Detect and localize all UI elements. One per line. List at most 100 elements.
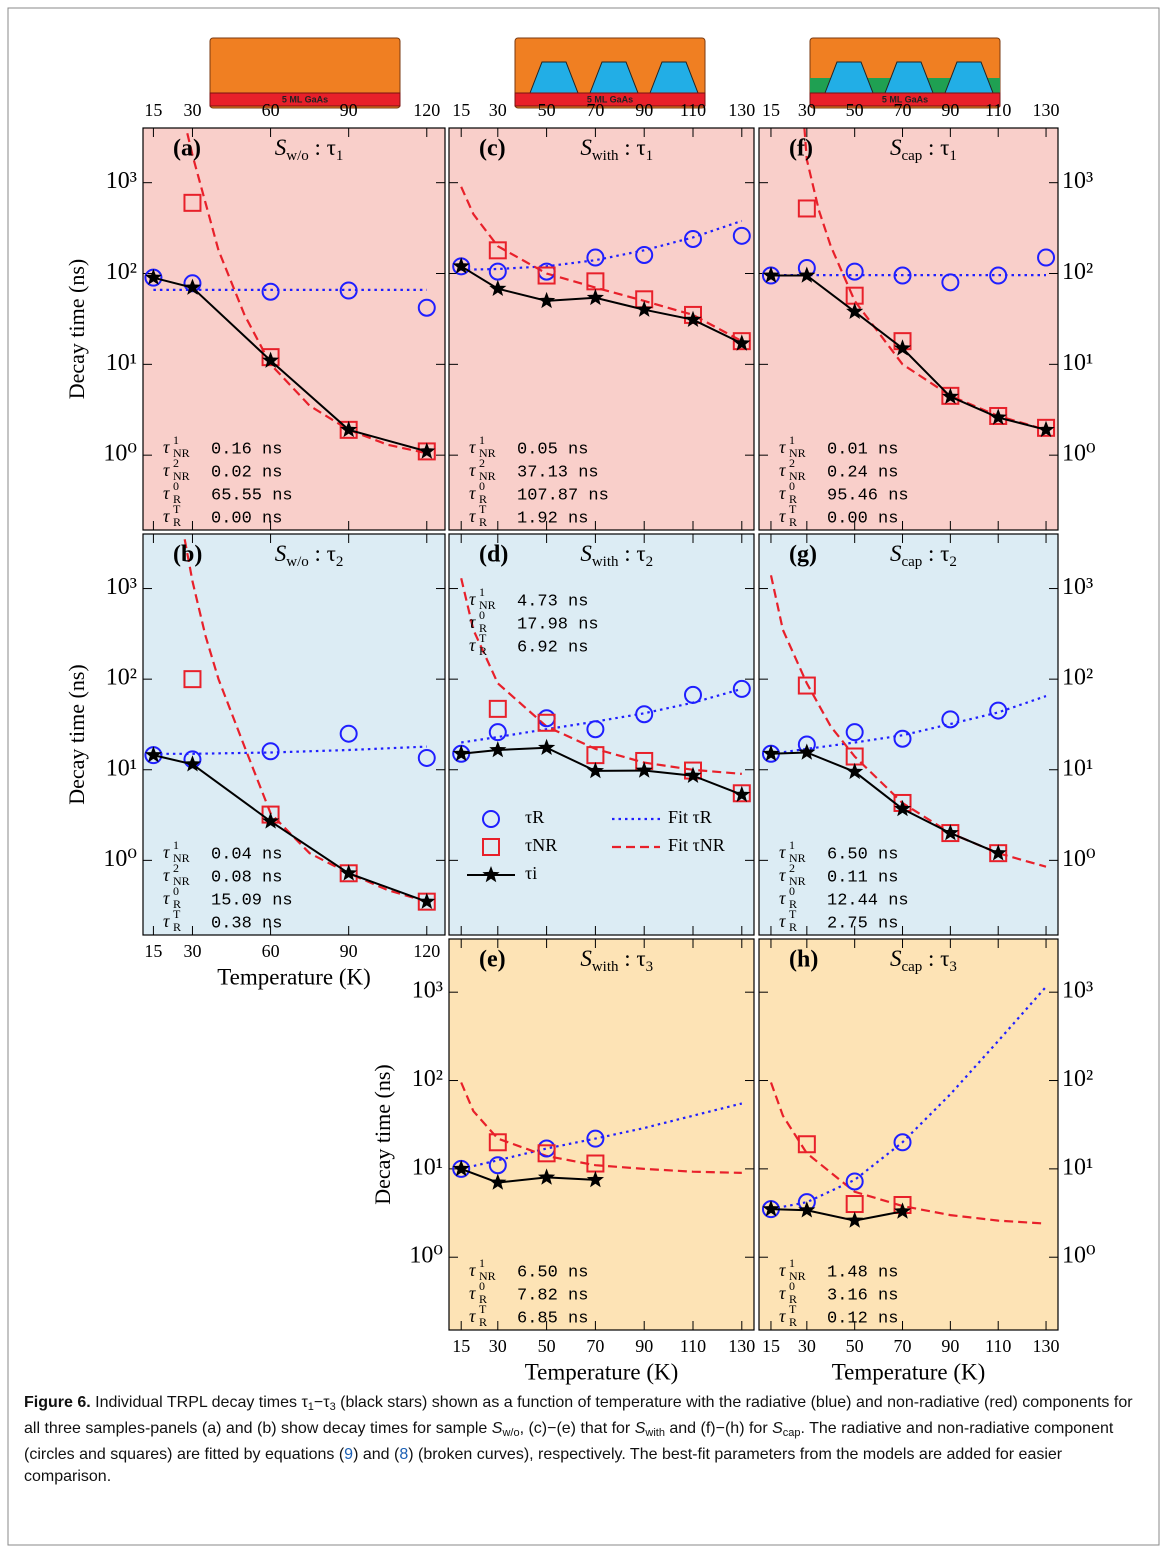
point-square <box>537 266 556 285</box>
series-group <box>144 539 436 911</box>
param-superscript: 1 <box>173 433 179 447</box>
series-line <box>770 1208 903 1222</box>
point-square <box>732 332 751 351</box>
panel-background <box>759 939 1058 1330</box>
param-symbol: τ <box>779 460 786 480</box>
point-star <box>418 892 436 909</box>
legend-label: Fit τR <box>668 807 712 827</box>
param-symbol: τ <box>469 506 476 526</box>
point-star <box>340 864 358 881</box>
title-part: S <box>275 541 287 566</box>
figure-border <box>7 7 1160 1546</box>
title-part: S <box>275 135 287 160</box>
caption-text: ) and ( <box>353 1446 400 1463</box>
point-circle <box>684 229 702 248</box>
point-circle <box>635 705 654 724</box>
param-subscript: R <box>173 515 181 529</box>
param-subscript: NR <box>479 598 496 612</box>
point-circle <box>732 679 751 698</box>
point-circle <box>488 1156 507 1175</box>
point-circle <box>893 1133 912 1152</box>
caption-text: Individual TRPL decay times τ <box>90 1394 308 1411</box>
y-tick-label: 10² <box>106 259 137 285</box>
equation-link[interactable]: 9 <box>344 1446 354 1463</box>
param-superscript: 2 <box>789 456 795 470</box>
panel-label: (e) <box>479 947 506 973</box>
caption-text: , (c)−(e) that for <box>519 1420 635 1437</box>
panel-background <box>449 128 754 530</box>
caption-text: . The radiative and non-radiative compon… <box>24 1420 1114 1463</box>
x-tick-label: 15 <box>452 100 470 120</box>
fit-curve <box>803 128 1047 431</box>
caption-text: 1 <box>307 1401 314 1413</box>
param-value: 37.13 ns <box>517 463 599 482</box>
title-part: 1 <box>949 148 957 164</box>
point-star <box>798 266 816 283</box>
param-subscript: NR <box>789 851 806 865</box>
point-circle <box>482 810 500 828</box>
y-axis-label: Decay time (ns) <box>64 259 89 400</box>
param-symbol: τ <box>163 506 170 526</box>
param-superscript: 2 <box>173 456 179 470</box>
param-subscript: NR <box>173 874 190 888</box>
param-subscript: R <box>173 492 181 506</box>
param-subscript: NR <box>789 874 806 888</box>
param-superscript: T <box>479 502 487 516</box>
fit-curve <box>460 1102 743 1170</box>
param-subscript: NR <box>479 1269 496 1283</box>
param-value: 65.55 ns <box>211 486 293 505</box>
fit-curve <box>769 575 1047 868</box>
title-part: with <box>592 554 619 570</box>
point-circle <box>941 273 960 292</box>
title-part: 3 <box>646 959 654 975</box>
param-value: 6.85 ns <box>517 1309 588 1328</box>
x-tick-label: 15 <box>762 1336 780 1356</box>
legend-label: τNR <box>525 835 557 855</box>
param-superscript: T <box>789 502 797 516</box>
point-star <box>941 387 959 404</box>
point-circle <box>845 723 864 742</box>
point-star <box>989 844 1007 861</box>
y-tick-label: 10⁰ <box>103 441 137 467</box>
panel-title: Scap : τ3 <box>890 946 957 975</box>
title-part: cap <box>901 959 922 975</box>
panel-title: Swith : τ2 <box>580 541 653 570</box>
point-circle <box>417 298 436 317</box>
caption-text: with <box>645 1427 665 1439</box>
param-symbol: τ <box>779 483 786 503</box>
point-star <box>262 812 280 829</box>
point-star <box>586 1170 604 1188</box>
x-tick-label: 130 <box>728 1336 755 1356</box>
param-value: 2.75 ns <box>827 914 898 933</box>
panel-title: Swith : τ3 <box>580 946 653 975</box>
point-star <box>144 746 162 763</box>
point-star <box>452 1159 470 1177</box>
param-value: 95.46 ns <box>827 486 909 505</box>
title-part: : τ <box>309 135 336 160</box>
param-symbol: τ <box>779 911 786 931</box>
point-star <box>452 257 470 274</box>
param-value: 107.87 ns <box>517 486 609 505</box>
panel-label: (b) <box>173 542 202 568</box>
param-value: 0.24 ns <box>827 463 898 482</box>
point-star <box>798 743 816 760</box>
series-group <box>452 577 751 803</box>
param-value: 0.08 ns <box>211 868 282 887</box>
equation-link[interactable]: 8 <box>399 1446 409 1463</box>
y-tick-label: 10³ <box>106 168 137 194</box>
param-superscript: 2 <box>479 456 485 470</box>
param-symbol: τ <box>779 1306 786 1326</box>
param-subscript: R <box>789 920 797 934</box>
param-symbol: τ <box>779 888 786 908</box>
point-circle <box>893 729 912 748</box>
y-tick-label: 10¹ <box>412 1154 443 1180</box>
param-subscript: NR <box>173 851 190 865</box>
y-tick-label: 10³ <box>1062 168 1093 194</box>
param-superscript: 0 <box>173 479 179 493</box>
param-symbol: τ <box>469 589 476 609</box>
param-superscript: 0 <box>479 1279 485 1293</box>
point-star <box>684 766 702 783</box>
